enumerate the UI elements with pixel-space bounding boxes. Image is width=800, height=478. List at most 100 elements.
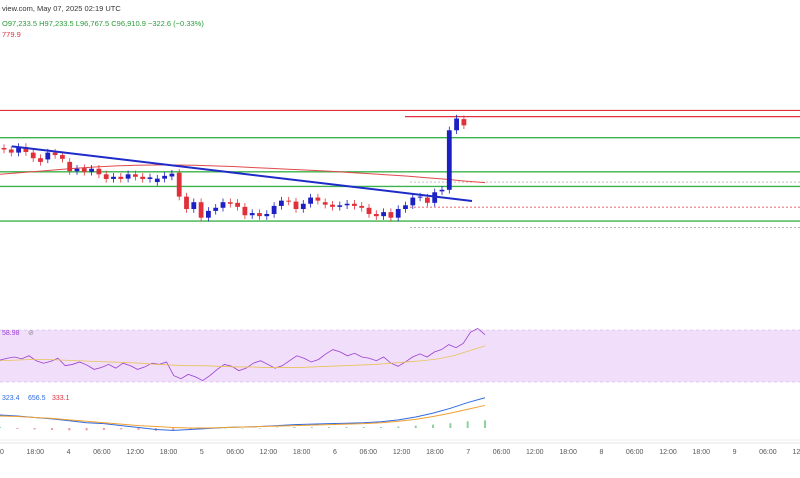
rsi-ma-line <box>0 345 486 368</box>
x-tick-label-20: 12:00 <box>659 449 677 456</box>
candle-body-7 <box>52 152 58 156</box>
macd-value-2: 656.5 <box>28 395 46 402</box>
candle-body-52 <box>381 212 386 217</box>
moving-average-line <box>0 164 486 184</box>
macd-hist-bar-13 <box>224 428 227 429</box>
macd-value-1: 323.4 <box>2 395 20 402</box>
macd-hist-bar-18 <box>310 427 313 428</box>
candle-body-10 <box>74 168 80 172</box>
candle-body-33 <box>242 206 248 216</box>
x-tick-label-23: 06:00 <box>759 449 777 456</box>
candle-body-12 <box>89 168 94 172</box>
x-tick-label-4: 12:00 <box>126 449 144 456</box>
candle-body-8 <box>60 155 65 159</box>
x-tick-label-15: 06:00 <box>493 449 511 456</box>
rsi-settings-icon[interactable]: ⊘ <box>28 330 34 337</box>
x-tick-label-0: 0 <box>0 449 4 456</box>
source-date-text: view.com, May 07, 2025 02:19 UTC <box>2 4 121 13</box>
x-tick-label-11: 06:00 <box>360 449 378 456</box>
macd-hist-bar-11 <box>189 428 192 430</box>
candle-body-0 <box>1 147 7 150</box>
macd-hist-bar-27 <box>466 421 469 428</box>
candle-body-48 <box>352 203 357 206</box>
macd-hist-bar-19 <box>328 427 331 428</box>
rsi-value-label: 58.98 <box>2 330 20 337</box>
x-tick-label-10: 6 <box>333 449 337 456</box>
x-tick-label-7: 06:00 <box>226 449 244 456</box>
candle-body-4 <box>30 152 36 159</box>
candle-body-26 <box>191 202 197 210</box>
chart-header: view.com, May 07, 2025 02:19 UTC O97,233… <box>0 0 800 39</box>
macd-hist-bar-4 <box>68 428 71 431</box>
candle-body-36 <box>264 213 270 217</box>
x-tick-label-16: 12:00 <box>526 449 544 456</box>
candle-body-63 <box>461 119 467 126</box>
x-tick-label-21: 18:00 <box>693 449 711 456</box>
candle-body-27 <box>198 202 204 218</box>
macd-hist-bar-25 <box>432 424 435 428</box>
x-tick-label-5: 18:00 <box>160 449 178 456</box>
x-tick-label-22: 9 <box>733 449 737 456</box>
macd-hist-bar-1 <box>16 428 19 429</box>
bearish-trendline <box>11 145 473 202</box>
candle-body-47 <box>344 203 350 206</box>
candle-body-22 <box>162 175 167 179</box>
candle-body-1 <box>8 149 14 153</box>
candle-body-42 <box>308 197 313 204</box>
macd-hist-bar-26 <box>449 423 452 428</box>
candle-body-31 <box>227 202 233 204</box>
candle-body-17 <box>125 174 131 179</box>
x-tick-label-13: 18:00 <box>426 449 444 456</box>
candle-body-57 <box>417 196 423 198</box>
x-tick-label-24: 12:00 <box>792 449 800 456</box>
candle-body-43 <box>315 197 321 201</box>
candle-body-2 <box>16 147 21 153</box>
candle-body-53 <box>388 212 394 218</box>
candle-body-55 <box>403 205 408 210</box>
macd-hist-bar-2 <box>33 428 36 430</box>
candle-body-3 <box>23 147 29 152</box>
candle-body-62 <box>454 118 459 131</box>
ohlc-readout: O97,233.5 H97,233.5 L96,767.5 C96,910.9 … <box>2 19 204 28</box>
candle-body-19 <box>140 176 146 179</box>
candle-body-13 <box>96 168 102 175</box>
candle-body-11 <box>81 168 87 172</box>
macd-hist-bar-16 <box>276 427 279 429</box>
candle-body-38 <box>279 200 284 206</box>
candle-body-35 <box>257 213 262 217</box>
rsi-band <box>0 330 800 382</box>
candle-body-45 <box>330 204 335 207</box>
candle-body-50 <box>366 207 372 214</box>
candle-body-9 <box>67 161 73 172</box>
macd-hist-bar-17 <box>293 427 296 428</box>
macd-hist-bar-14 <box>241 428 244 429</box>
candle-body-32 <box>235 202 240 207</box>
candle-body-28 <box>206 210 211 218</box>
candle-body-61 <box>446 130 452 190</box>
x-tick-label-14: 7 <box>466 449 470 456</box>
x-tick-label-19: 06:00 <box>626 449 644 456</box>
candle-body-39 <box>286 200 292 202</box>
macd-hist-bar-5 <box>85 428 88 431</box>
macd-value-3: 333.1 <box>52 395 70 402</box>
rsi-line <box>0 328 486 382</box>
macd-hist-bar-15 <box>258 428 261 429</box>
macd-line <box>0 397 486 431</box>
candle-body-46 <box>337 205 343 207</box>
macd-hist-bar-0 <box>0 427 1 428</box>
candle-body-40 <box>293 201 299 210</box>
candle-body-41 <box>300 203 306 210</box>
macd-hist-bar-20 <box>345 427 348 428</box>
signal-line <box>0 404 486 429</box>
macd-hist-bar-3 <box>50 428 53 430</box>
candle-body-49 <box>359 205 365 208</box>
macd-hist-bar-21 <box>362 427 365 428</box>
macd-hist-bar-23 <box>397 426 400 428</box>
x-tick-label-3: 06:00 <box>93 449 111 456</box>
macd-hist-bar-28 <box>484 420 486 428</box>
candle-body-14 <box>103 174 109 179</box>
macd-hist-bar-24 <box>414 425 417 428</box>
candle-body-20 <box>147 177 153 179</box>
